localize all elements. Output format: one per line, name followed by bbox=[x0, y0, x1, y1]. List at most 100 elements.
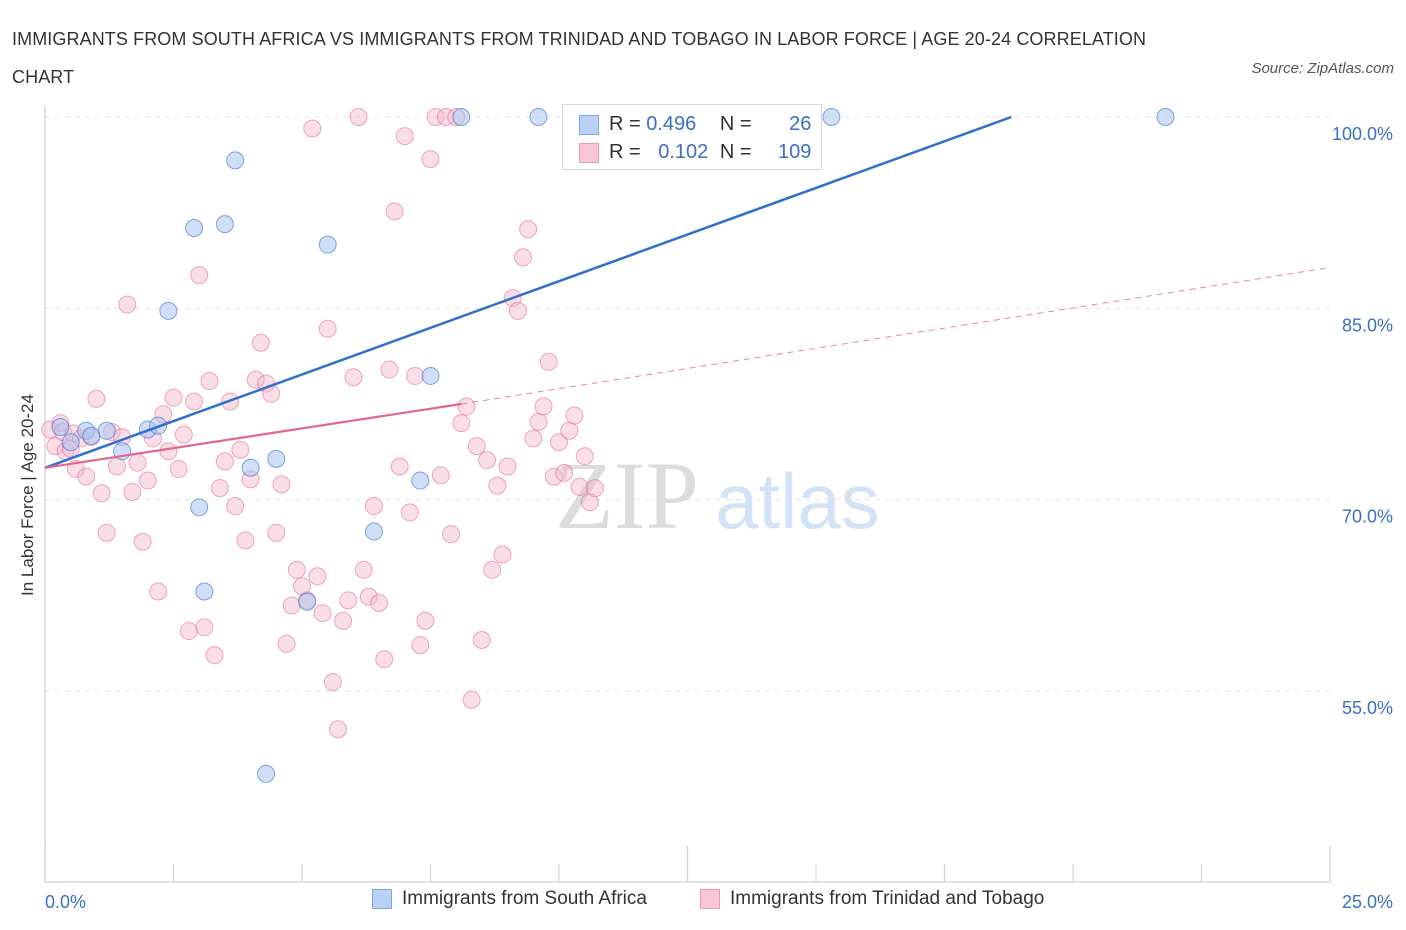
trinidad-point bbox=[416, 611, 435, 630]
trinidad-point bbox=[411, 636, 430, 655]
y-tick-label: 70.0% bbox=[1342, 507, 1393, 527]
trinidad-point bbox=[375, 650, 394, 669]
trinidad-point bbox=[467, 437, 486, 456]
south-africa-point bbox=[190, 498, 209, 517]
trinidad-point bbox=[215, 452, 234, 471]
legend-row-trinidad: R = 0.102 N = 109 bbox=[579, 141, 811, 165]
trinidad-point bbox=[560, 421, 579, 440]
trinidad-point bbox=[442, 525, 461, 544]
trinidad-point bbox=[107, 457, 126, 476]
south-africa-point bbox=[421, 366, 440, 385]
trinidad-point bbox=[519, 220, 538, 239]
south-africa-point bbox=[226, 151, 245, 170]
trinidad-point bbox=[323, 673, 342, 692]
south-africa-point bbox=[257, 764, 276, 783]
trinidad-point bbox=[349, 108, 368, 126]
trinidad-point bbox=[318, 319, 337, 338]
trinidad-point bbox=[277, 634, 296, 653]
trinidad-point bbox=[550, 433, 568, 452]
trinidad-point bbox=[159, 442, 178, 461]
trinidad-point bbox=[226, 497, 245, 516]
y-tick-labels: 55.0% 70.0% 85.0% 100.0% bbox=[1332, 124, 1393, 718]
south-africa-points bbox=[51, 108, 1175, 783]
trinidad-point bbox=[483, 560, 502, 579]
south-africa-point bbox=[298, 592, 317, 611]
trinidad-point bbox=[138, 471, 157, 490]
y-tick-label: 85.0% bbox=[1342, 315, 1393, 335]
trinidad-point bbox=[493, 545, 512, 564]
trinidad-point bbox=[205, 646, 224, 665]
trinidad-point bbox=[452, 414, 471, 433]
trinidad-point bbox=[174, 425, 193, 444]
trinidad-point bbox=[555, 463, 574, 482]
chart-title: IMMIGRANTS FROM SOUTH AFRICA VS IMMIGRAN… bbox=[12, 29, 1147, 87]
trinidad-point bbox=[539, 352, 558, 371]
legend-swatch-trinidad bbox=[579, 142, 599, 163]
trinidad-point bbox=[462, 690, 481, 709]
trinidad-point bbox=[534, 397, 553, 416]
trinidad-point bbox=[149, 582, 168, 601]
trinidad-point bbox=[267, 523, 286, 542]
south-africa-point bbox=[267, 449, 286, 468]
trinidad-point bbox=[246, 370, 265, 389]
trinidad-point bbox=[164, 388, 183, 407]
trinidad-point bbox=[190, 266, 209, 285]
x-tick-label: 0.0% bbox=[45, 892, 86, 912]
trinidad-point bbox=[514, 248, 533, 267]
trinidad-point bbox=[185, 392, 204, 411]
south-africa-point bbox=[529, 108, 548, 126]
x-tick-label: 25.0% bbox=[1342, 892, 1393, 912]
legend-row-south-africa: R = 0.496 N = 26 bbox=[579, 113, 811, 137]
series-swatch-south-africa bbox=[372, 889, 392, 909]
trinidad-point bbox=[236, 531, 255, 550]
south-africa-point bbox=[318, 235, 337, 254]
trinidad-point bbox=[354, 560, 373, 579]
legend-n-value: 109 bbox=[778, 141, 812, 164]
y-tick-label: 55.0% bbox=[1342, 698, 1393, 718]
south-africa-point bbox=[51, 417, 70, 436]
trinidad-point bbox=[272, 475, 291, 494]
trinidad-point bbox=[118, 295, 137, 314]
trinidad-points bbox=[41, 108, 604, 739]
trinidad-trendline bbox=[44, 402, 462, 469]
trendlines bbox=[44, 115, 1331, 469]
trinidad-point bbox=[575, 447, 594, 466]
legend-r-label: R = bbox=[609, 141, 641, 164]
trinidad-point bbox=[287, 560, 306, 579]
trinidad-point bbox=[498, 457, 517, 476]
trinidad-point bbox=[210, 479, 229, 498]
y-tick-label: 100.0% bbox=[1332, 124, 1393, 144]
south-africa-point bbox=[822, 108, 841, 126]
trinidad-point bbox=[395, 127, 414, 146]
trinidad-point bbox=[406, 366, 425, 385]
south-africa-point bbox=[159, 301, 178, 320]
trinidad-point bbox=[565, 406, 584, 425]
south-africa-point bbox=[61, 433, 80, 452]
south-africa-trendline bbox=[44, 115, 1012, 469]
trinidad-point bbox=[328, 720, 347, 739]
trinidad-point bbox=[580, 493, 599, 512]
trinidad-point bbox=[421, 150, 440, 169]
trinidad-point bbox=[400, 503, 419, 522]
south-africa-point bbox=[411, 471, 430, 490]
trinidad-point bbox=[364, 497, 383, 516]
south-africa-point bbox=[452, 108, 471, 126]
south-africa-point bbox=[364, 522, 383, 541]
south-africa-point bbox=[82, 426, 101, 445]
trinidad-point bbox=[128, 453, 147, 472]
trinidad-point bbox=[457, 397, 476, 416]
trinidad-point bbox=[380, 360, 399, 379]
trinidad-point bbox=[303, 119, 322, 138]
trinidad-point bbox=[308, 567, 327, 586]
trinidad-point bbox=[544, 467, 563, 486]
series-legend: Immigrants from South Africa Immigrants … bbox=[0, 888, 1406, 918]
trinidad-point bbox=[282, 596, 301, 615]
trinidad-point bbox=[585, 479, 604, 498]
legend-r-value: 0.102 bbox=[658, 141, 709, 164]
trinidad-point bbox=[231, 440, 250, 459]
legend-n-value: 26 bbox=[789, 113, 812, 136]
trinidad-point bbox=[313, 604, 332, 623]
trinidad-point bbox=[344, 368, 363, 387]
trinidad-trendline-extension bbox=[461, 267, 1331, 405]
